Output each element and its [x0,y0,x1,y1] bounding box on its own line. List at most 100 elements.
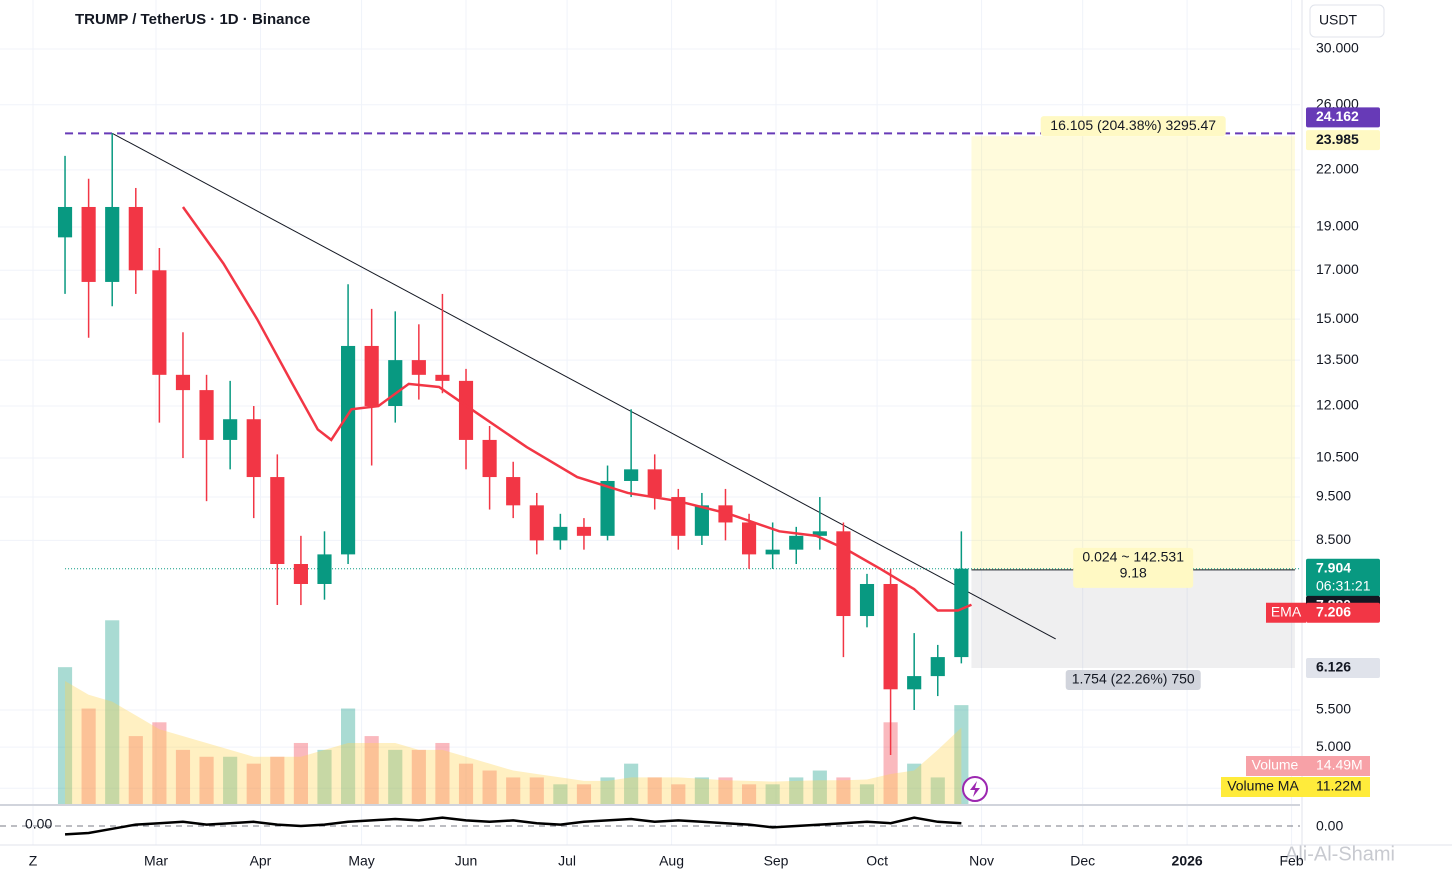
price-badge [1306,657,1380,678]
volume-bar [930,777,945,805]
volume-ma-badge [1221,777,1370,797]
volume-bar [576,784,592,805]
candle-body [199,390,214,440]
price-badge-label: 7.904 [1316,559,1351,575]
position-label: 1.754 (22.26%) 750 [1072,671,1195,687]
position-label: 16.105 (204.38%) 3295.47 [1050,117,1216,133]
candle-body [812,531,827,536]
candle-body [246,419,261,478]
candle-body [458,380,474,440]
volume-badge-value: 14.49M [1316,757,1363,773]
candle-body [907,676,922,690]
alert-bolt [970,781,980,797]
plot: 16.105 (204.38%) 3295.47 0.024 ~ 142.5319… [0,116,1300,836]
volume-badge-name: Volume [1252,757,1299,773]
price-badge-label: 6.126 [1316,659,1351,675]
price-badge-label: 7.206 [1316,603,1351,619]
volume-bar [458,763,474,805]
price-badge-label: 24.162 [1316,108,1359,124]
currency-button[interactable] [1309,4,1385,38]
candle-body [341,345,356,555]
candle-body [81,206,96,282]
position-label-box [1040,116,1226,137]
x-tick-label: Oct [866,853,888,869]
candle-body [789,535,804,550]
x-tick-label: Z [29,853,38,869]
price-badge [1306,602,1380,623]
volume-bar [105,620,120,805]
candle-body [883,583,898,690]
volume-bar [954,705,969,805]
y-tick-label: 9.500 [1316,488,1351,504]
candle-body [506,477,521,506]
candle-body [553,526,568,541]
candle-body [624,469,639,481]
position-label-box [1065,669,1201,690]
volume-ma-badge-name: Volume MA [1227,778,1299,794]
volume-bar [600,777,615,805]
volume-bar [317,749,332,805]
price-badge [1306,107,1380,128]
candle-body [600,480,615,536]
ema-line [181,206,972,612]
y-tick-label: 22.000 [1316,161,1359,177]
candle-body [765,549,780,555]
volume-bar [246,763,261,805]
candle-body [576,526,592,536]
volume-bar [388,749,403,805]
candle-body [152,270,167,375]
candle-body [954,568,969,658]
candle-body [930,657,945,677]
volume-bar [199,756,214,805]
y-tick-label: 5.000 [1316,738,1351,754]
volume-bar [647,777,662,805]
volume-bar [624,763,639,805]
currency-label[interactable]: USDT [1319,12,1358,28]
chart-title: TRUMP / TetherUS · 1D · Binance [75,11,310,28]
volume-bar [57,667,73,805]
price-badge [1306,558,1380,597]
candle-body [57,206,73,238]
y-tick-label: 15.000 [1316,310,1359,326]
price-badge [1306,130,1380,151]
volume-bar [364,736,379,805]
volume-bar [859,784,875,805]
x-tick-label: 2026 [1172,853,1203,869]
volume-bar [553,784,568,805]
volume-bar [836,777,851,805]
volume-bar [435,742,450,805]
volume-ma-badge-value: 11.22M [1316,778,1362,794]
candle-body [128,206,143,271]
y-tick-label: 13.500 [1316,351,1359,367]
price-badge-label: 23.985 [1316,131,1359,147]
volume-bar [765,784,780,805]
volume-bar [152,722,167,805]
ema-badge-name: EMA [1271,603,1302,619]
x-tick-label: Dec [1070,853,1095,869]
oscillator-label: 0.00 [1316,818,1343,834]
candle-body [836,531,851,617]
volume-bar [175,749,191,805]
axes: 30.00026.00022.00019.00017.00015.00013.5… [25,40,1380,869]
x-tick-label: Jun [455,853,478,869]
x-tick-label: Mar [144,853,168,869]
volume-ma-area [65,680,962,805]
y-tick-label: 17.000 [1316,261,1359,277]
volume-bar [81,708,96,805]
volume-bar [341,708,356,805]
y-tick-label: 19.000 [1316,218,1359,234]
volume-bar [128,736,143,805]
candle-body [694,505,709,536]
position-label: 9.18 [1120,565,1147,581]
candle-body [741,522,757,555]
candle-body [175,374,191,391]
volume-bar [506,777,521,805]
candle-body [388,360,403,407]
volume-bar [741,784,757,805]
candle-body [411,360,426,375]
volume-bar [694,777,709,805]
candle-body [223,419,238,440]
position-label-box [1073,547,1194,588]
x-tick-label: Sep [764,853,789,869]
